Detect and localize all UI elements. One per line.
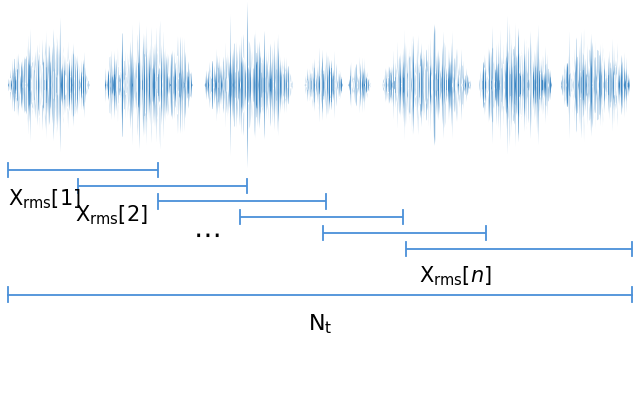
Text: $\mathrm{N}_{\mathrm{t}}$: $\mathrm{N}_{\mathrm{t}}$ xyxy=(308,312,332,336)
Text: $\mathrm{X}_{\mathrm{rms}}[n]$: $\mathrm{X}_{\mathrm{rms}}[n]$ xyxy=(419,265,492,288)
Text: $\cdots$: $\cdots$ xyxy=(193,221,219,249)
Text: $\mathrm{X}_{\mathrm{rms}}[1]$: $\mathrm{X}_{\mathrm{rms}}[1]$ xyxy=(8,188,81,211)
Text: $\mathrm{X}_{\mathrm{rms}}[2]$: $\mathrm{X}_{\mathrm{rms}}[2]$ xyxy=(75,203,147,227)
